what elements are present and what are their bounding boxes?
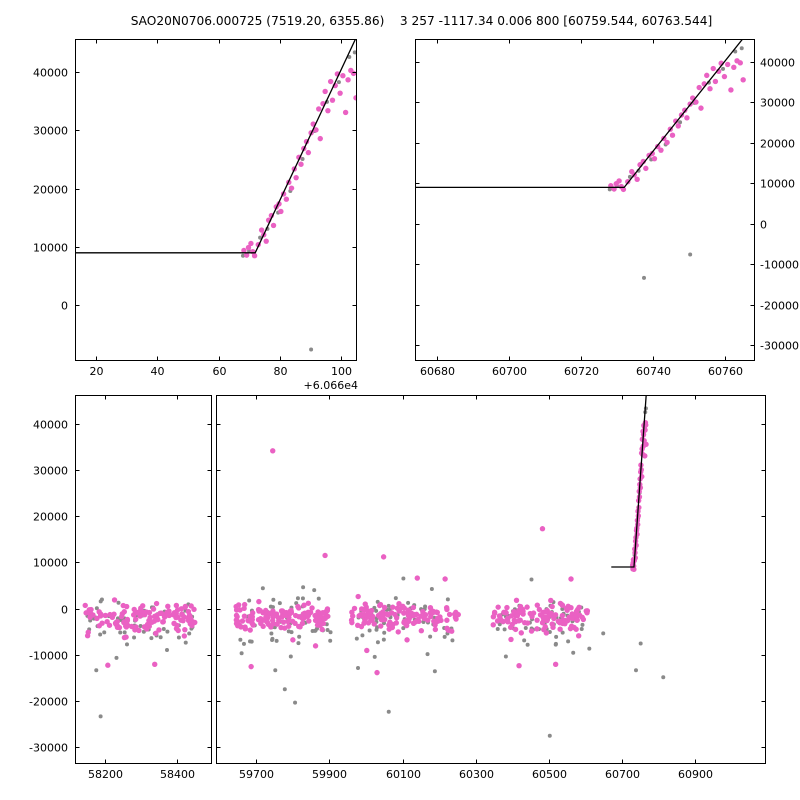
figure-title: SAO20N0706.000725 (7519.20, 6355.86) 3 2… [130, 14, 713, 28]
